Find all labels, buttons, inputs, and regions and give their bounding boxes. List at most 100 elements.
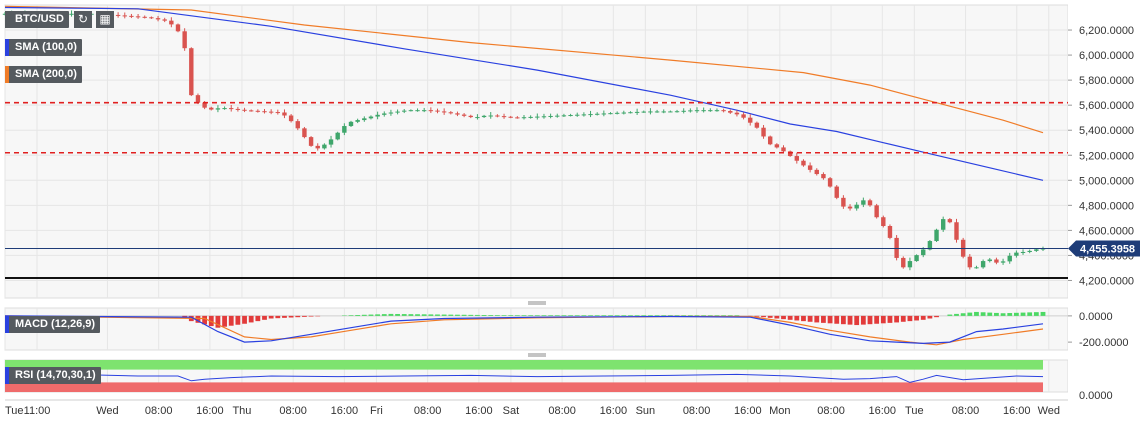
macd-hist-bar: [628, 315, 633, 316]
macd-hist-bar: [860, 315, 866, 325]
macd-hist-bar: [561, 315, 567, 316]
macd-hist-bar: [807, 315, 813, 322]
symbol-label[interactable]: BTC/USD: [5, 11, 69, 28]
macd-hist-bar: [541, 315, 547, 316]
candle-body: [967, 256, 973, 268]
macd-hist-bar: [754, 315, 760, 317]
candle-body: [481, 115, 487, 118]
macd-hist-bar: [554, 315, 560, 316]
macd-text: MACD (12,26,9): [15, 318, 96, 330]
candle-body: [634, 111, 640, 113]
macd-hist-bar: [488, 315, 494, 316]
rsi-y-tick-label: 0.0000: [1079, 390, 1113, 402]
macd-hist-bar: [308, 315, 314, 317]
candle-body: [302, 128, 307, 138]
macd-hist-bar: [508, 315, 514, 316]
candle-body: [974, 267, 979, 269]
refresh-icon[interactable]: ↻: [74, 11, 92, 28]
last-price-badge: [1068, 240, 1140, 257]
macd-hist-bar: [1007, 313, 1013, 316]
macd-hist-bar: [787, 315, 793, 320]
candle-body: [847, 206, 853, 209]
candle-body: [248, 110, 254, 112]
candle-body: [1000, 261, 1006, 263]
macd-hist-bar: [481, 315, 487, 316]
candle-body: [328, 139, 334, 145]
y-tick-label: 6,000.0000: [1079, 50, 1134, 62]
macd-hist-bar: [887, 315, 893, 323]
candle-body: [654, 111, 660, 113]
macd-hist-bar: [195, 315, 201, 323]
sma200-label[interactable]: SMA (200,0): [5, 66, 82, 83]
macd-hist-bar: [994, 312, 999, 316]
candle-body: [867, 200, 873, 206]
macd-hist-bar: [694, 315, 700, 316]
macd-hist-bar: [275, 315, 281, 319]
x-tick-label: Tue: [5, 405, 24, 417]
macd-hist-bar: [501, 315, 507, 316]
macd-hist-bar: [581, 315, 587, 316]
candle-body: [415, 110, 420, 112]
candle-body: [122, 15, 127, 17]
candle-body: [322, 144, 327, 149]
candle-body: [767, 136, 773, 145]
candle-body: [568, 115, 573, 117]
macd-hist-bar: [727, 315, 733, 316]
macd-hist-bar: [421, 314, 427, 316]
candle-body: [628, 112, 633, 114]
macd-hist-bar: [980, 312, 986, 316]
macd-hist-bar: [235, 315, 241, 325]
candle-body: [648, 111, 653, 113]
sma100-text: SMA (100,0): [15, 41, 77, 53]
macd-hist-bar: [687, 315, 693, 316]
macd-hist-bar: [814, 315, 820, 323]
macd-hist-bar: [255, 315, 261, 322]
macd-hist-bar: [528, 315, 534, 316]
macd-hist-bar: [734, 315, 740, 316]
candle-body: [1007, 255, 1012, 262]
candle-body: [794, 156, 800, 161]
candle-body: [222, 108, 227, 110]
candle-body: [1014, 252, 1019, 256]
candle-body: [149, 17, 154, 19]
calendar-icon[interactable]: ▦: [96, 11, 114, 28]
candle-body: [388, 112, 394, 114]
candle-body: [348, 121, 354, 127]
macd-hist-bar: [381, 314, 387, 316]
x-tick-label: 08:00: [279, 405, 307, 417]
rsi-label[interactable]: RSI (14,70,30,1): [5, 367, 101, 384]
macd-hist-bar: [388, 313, 394, 316]
macd-hist-bar: [435, 314, 440, 316]
macd-hist-bar: [475, 314, 480, 316]
x-tick-label: 16:00: [1003, 405, 1031, 417]
macd-hist-bar: [302, 315, 307, 317]
candle-body: [834, 186, 839, 198]
candle-body: [195, 95, 201, 103]
macd-hist-bar: [681, 315, 687, 316]
macd-hist-bar: [847, 315, 853, 325]
macd-hist-bar: [262, 315, 267, 320]
macd-label[interactable]: MACD (12,26,9): [5, 316, 101, 333]
macd-hist-bar: [947, 314, 953, 316]
candle-body: [501, 116, 507, 118]
sma100-label[interactable]: SMA (100,0): [5, 39, 82, 56]
candle-body: [701, 110, 706, 112]
candle-body: [694, 110, 700, 112]
candle-body: [368, 116, 374, 119]
x-tick-label: 08:00: [548, 405, 576, 417]
candle-body: [435, 110, 440, 112]
candle-body: [282, 112, 287, 116]
y-tick-label: 4,600.0000: [1079, 225, 1134, 237]
candle-body: [461, 114, 467, 116]
x-tick-label: Tue: [905, 405, 924, 417]
candle-body: [854, 204, 859, 209]
macd-hist-bar: [934, 315, 939, 318]
macd-hist-bar: [228, 315, 234, 326]
candle-body: [581, 114, 587, 116]
candle-body: [594, 113, 600, 115]
macd-hist-bar: [894, 315, 900, 323]
macd-hist-bar: [827, 315, 833, 324]
candle-body: [748, 117, 753, 123]
candle-body: [954, 222, 959, 240]
macd-y-tick-label: -200.0000: [1079, 337, 1129, 349]
